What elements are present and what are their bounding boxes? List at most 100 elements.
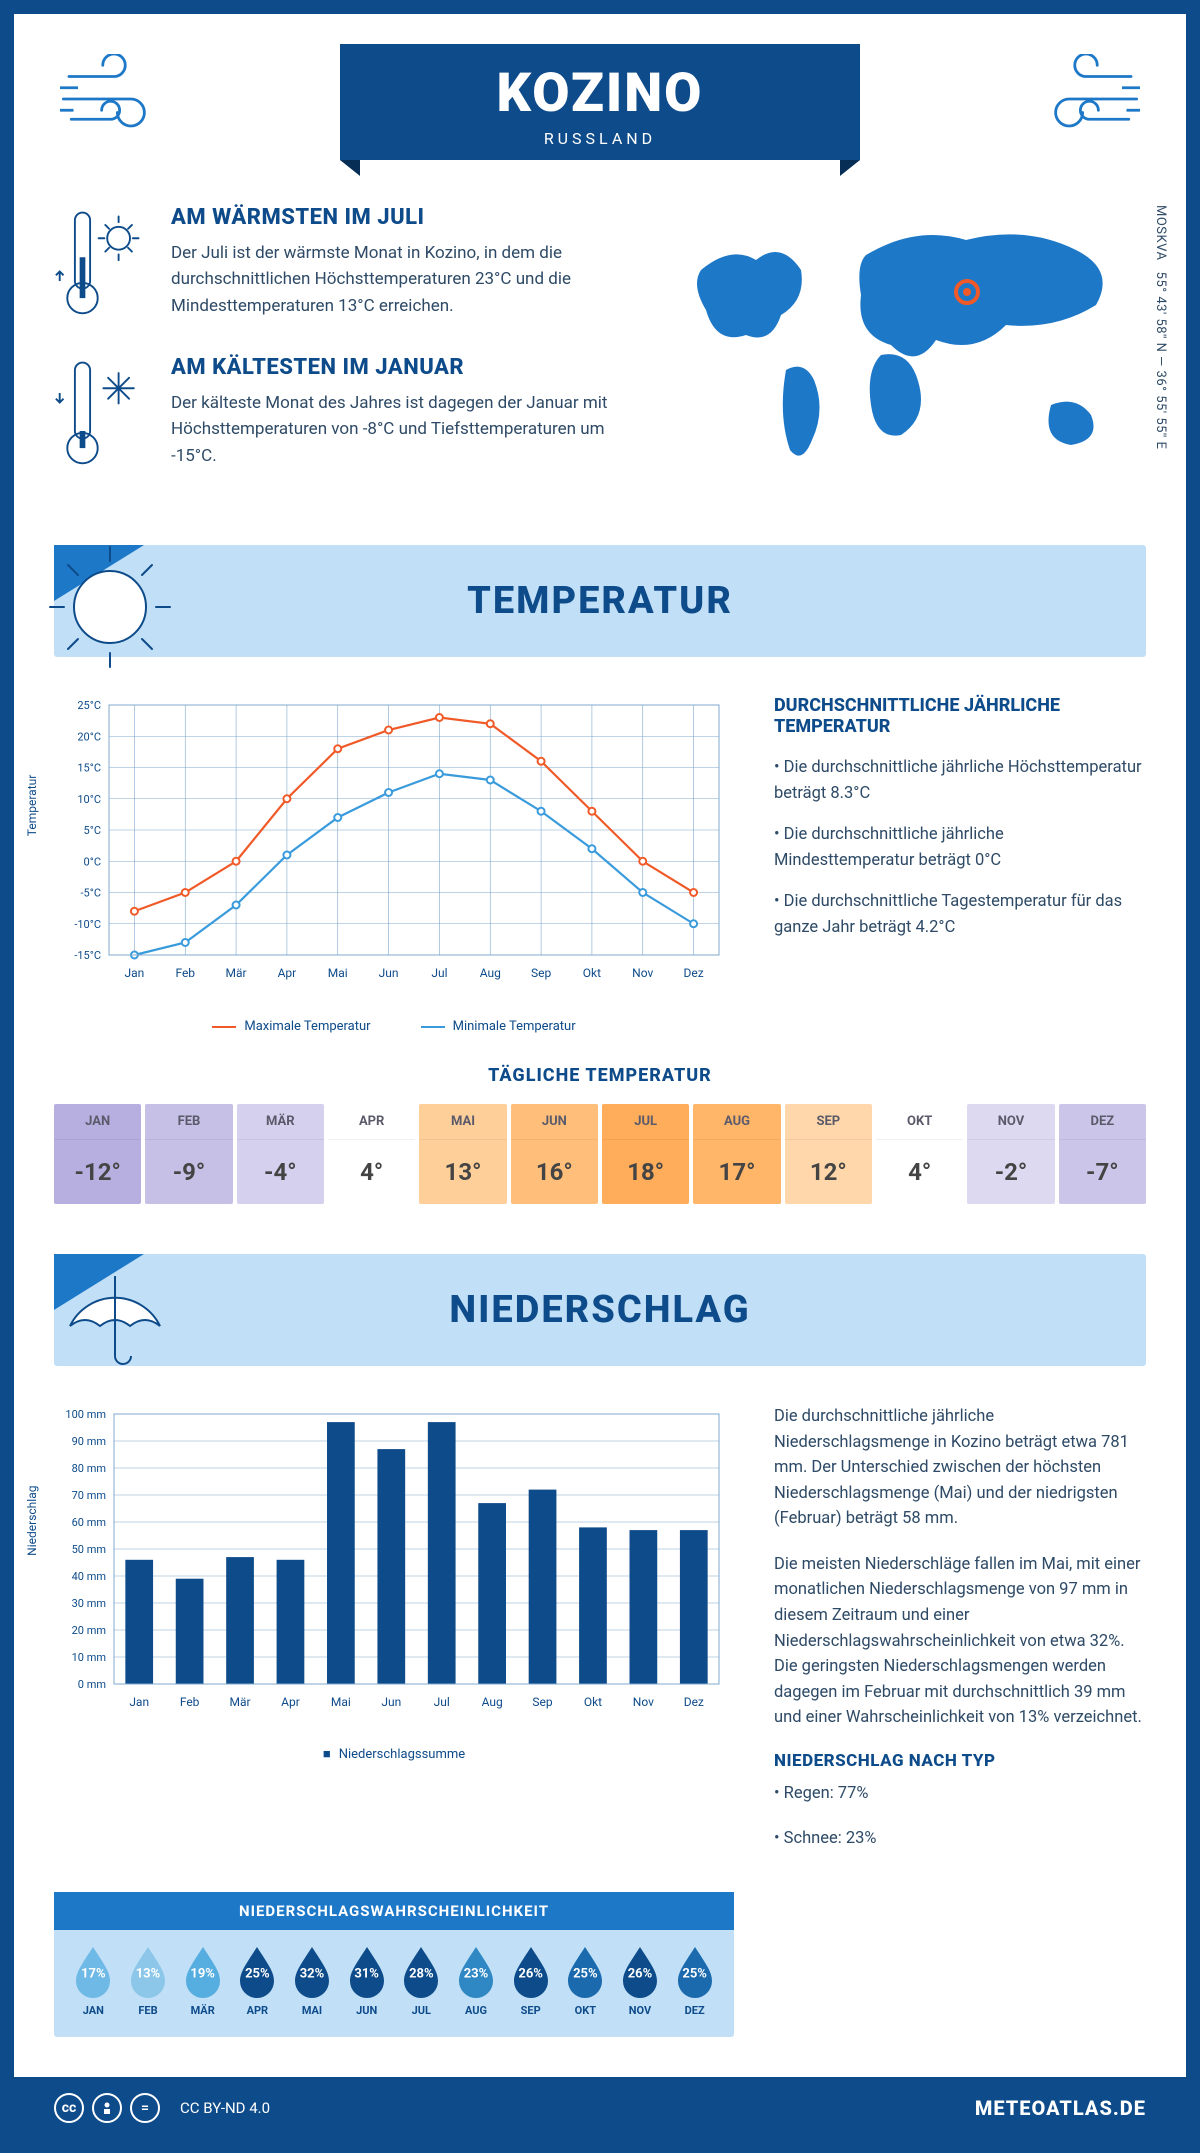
nd-icon: = — [130, 2093, 160, 2123]
svg-text:60 mm: 60 mm — [72, 1516, 106, 1529]
raindrop-icon: 25% — [564, 1944, 606, 1998]
svg-text:10 mm: 10 mm — [72, 1651, 106, 1664]
raindrop-icon: 26% — [510, 1944, 552, 1998]
svg-text:-15°C: -15°C — [74, 949, 101, 962]
brand: METEOATLAS.DE — [975, 2096, 1146, 2120]
header: KOZINO RUSSLAND — [54, 44, 1146, 160]
title-banner: KOZINO RUSSLAND — [340, 44, 860, 160]
prob-cell: 17%JAN — [66, 1944, 121, 2017]
svg-text:70 mm: 70 mm — [72, 1489, 106, 1502]
raindrop-icon: 17% — [72, 1944, 114, 1998]
cc-icons: cc = — [54, 2093, 160, 2123]
svg-text:Jul: Jul — [431, 966, 447, 980]
precip-probability: NIEDERSCHLAGSWAHRSCHEINLICHKEIT 17%JAN 1… — [54, 1892, 734, 2037]
svg-text:-5°C: -5°C — [81, 887, 102, 900]
svg-text:80 mm: 80 mm — [72, 1462, 106, 1475]
daily-temp-cell: JAN-12° — [54, 1104, 141, 1204]
location-marker-icon — [954, 279, 980, 305]
prob-cell: 13%FEB — [121, 1944, 176, 2017]
temperature-title: TEMPERATUR — [467, 579, 733, 623]
prob-cell: 23%AUG — [449, 1944, 504, 2017]
coldest-text: Der kälteste Monat des Jahres ist dagege… — [171, 390, 626, 469]
raindrop-icon: 23% — [455, 1944, 497, 1998]
svg-text:15°C: 15°C — [77, 762, 101, 775]
svg-text:20°C: 20°C — [77, 730, 101, 743]
svg-text:Dez: Dez — [683, 966, 703, 980]
umbrella-icon — [40, 1246, 180, 1386]
daily-temp-cell: APR4° — [328, 1104, 415, 1204]
svg-text:Mär: Mär — [226, 966, 247, 980]
temperature-chart: Temperatur -15°C-10°C-5°C0°C5°C10°C15°C2… — [54, 695, 734, 1025]
prob-cell: 26%SEP — [503, 1944, 558, 2017]
svg-text:Aug: Aug — [480, 966, 501, 980]
daily-temp-cell: MÄR-4° — [237, 1104, 324, 1204]
precip-chart: Niederschlag 0 mm10 mm20 mm30 mm40 mm50 … — [54, 1404, 734, 1764]
wind-icon — [54, 54, 174, 144]
daily-temp-cell: DEZ-7° — [1059, 1104, 1146, 1204]
thermometer-snow-icon — [54, 355, 149, 473]
svg-text:Jun: Jun — [379, 966, 399, 980]
coldest-title: AM KÄLTESTEN IM JANUAR — [171, 355, 626, 380]
svg-text:Feb: Feb — [175, 966, 195, 980]
svg-text:90 mm: 90 mm — [72, 1435, 106, 1448]
prob-cell: 31%JUN — [339, 1944, 394, 2017]
daily-temp-cell: JUL18° — [602, 1104, 689, 1204]
svg-text:40 mm: 40 mm — [72, 1570, 106, 1583]
daily-temp-cell: MAI13° — [419, 1104, 506, 1204]
svg-text:10°C: 10°C — [77, 793, 101, 806]
raindrop-icon: 31% — [346, 1944, 388, 1998]
prob-cell: 28%JUL — [394, 1944, 449, 2017]
daily-temp-cell: JUN16° — [511, 1104, 598, 1204]
daily-temp-cell: SEP12° — [785, 1104, 872, 1204]
thermometer-sun-icon — [54, 205, 149, 323]
raindrop-icon: 32% — [291, 1944, 333, 1998]
temperature-summary: DURCHSCHNITTLICHE JÄHRLICHE TEMPERATUR •… — [774, 695, 1146, 1025]
svg-text:Apr: Apr — [278, 966, 297, 980]
raindrop-icon: 13% — [127, 1944, 169, 1998]
by-icon — [92, 2093, 122, 2123]
svg-text:30 mm: 30 mm — [72, 1597, 106, 1610]
warmest-block: AM WÄRMSTEN IM JULI Der Juli ist der wär… — [54, 205, 626, 323]
svg-text:Sep: Sep — [531, 966, 551, 980]
sun-icon — [40, 537, 180, 677]
precip-banner: NIEDERSCHLAG — [54, 1254, 1146, 1366]
raindrop-icon: 25% — [236, 1944, 278, 1998]
svg-text:Jan: Jan — [129, 1695, 149, 1709]
page-title: KOZINO — [340, 62, 860, 125]
page-subtitle: RUSSLAND — [340, 129, 860, 148]
wind-icon — [1026, 54, 1146, 144]
cc-icon: cc — [54, 2093, 84, 2123]
footer: cc = CC BY-ND 4.0 METEOATLAS.DE — [14, 2077, 1186, 2139]
warmest-title: AM WÄRMSTEN IM JULI — [171, 205, 626, 230]
prob-cell: 25%APR — [230, 1944, 285, 2017]
svg-text:Nov: Nov — [632, 966, 653, 980]
precip-summary: Die durchschnittliche jährliche Niedersc… — [774, 1404, 1146, 1872]
svg-text:Jun: Jun — [381, 1695, 401, 1709]
temperature-legend: Maximale Temperatur Minimale Temperatur — [54, 1019, 734, 1034]
raindrop-icon: 26% — [619, 1944, 661, 1998]
precip-title: NIEDERSCHLAG — [449, 1288, 750, 1332]
svg-text:100 mm: 100 mm — [65, 1408, 106, 1421]
warmest-text: Der Juli ist der wärmste Monat in Kozino… — [171, 240, 626, 319]
svg-text:Feb: Feb — [180, 1695, 200, 1709]
daily-temp-cell: OKT4° — [876, 1104, 963, 1204]
raindrop-icon: 19% — [182, 1944, 224, 1998]
svg-text:0 mm: 0 mm — [78, 1678, 106, 1691]
svg-text:Mai: Mai — [331, 1695, 351, 1709]
world-map: MOSKVA 55° 43' 58'' N — 36° 55' 55'' E — [666, 205, 1146, 505]
svg-text:Jul: Jul — [434, 1695, 450, 1709]
temperature-banner: TEMPERATUR — [54, 545, 1146, 657]
svg-text:25°C: 25°C — [77, 699, 101, 712]
svg-text:Mär: Mär — [230, 1695, 251, 1709]
svg-text:Okt: Okt — [584, 1695, 602, 1709]
coldest-block: AM KÄLTESTEN IM JANUAR Der kälteste Mona… — [54, 355, 626, 473]
svg-text:Mai: Mai — [328, 966, 348, 980]
prob-cell: 25%OKT — [558, 1944, 613, 2017]
svg-text:Jan: Jan — [125, 966, 145, 980]
prob-cell: 32%MAI — [285, 1944, 340, 2017]
svg-text:Dez: Dez — [684, 1695, 704, 1709]
daily-temp-title: TÄGLICHE TEMPERATUR — [54, 1065, 1146, 1086]
prob-cell: 19%MÄR — [175, 1944, 230, 2017]
precip-legend: Niederschlagssumme — [54, 1746, 734, 1762]
raindrop-icon: 25% — [674, 1944, 716, 1998]
